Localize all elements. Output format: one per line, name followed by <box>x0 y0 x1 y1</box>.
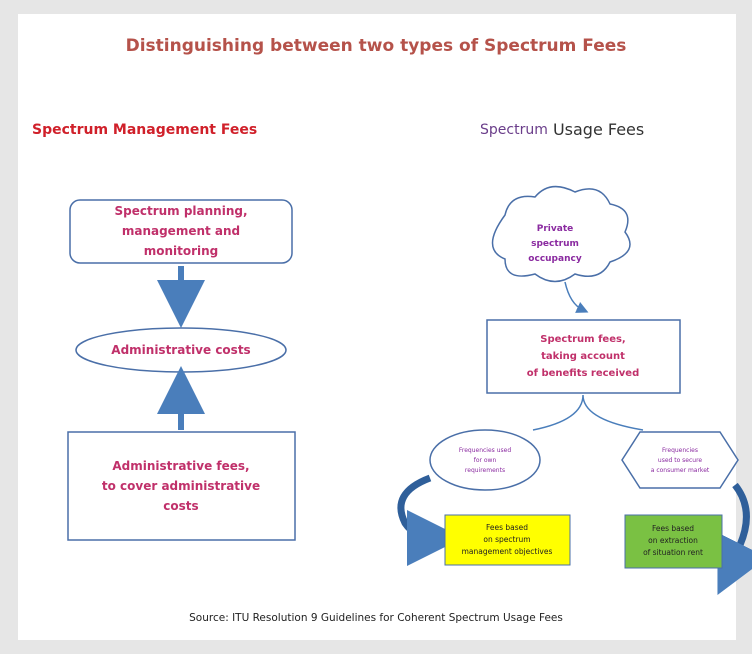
arrow <box>717 482 752 596</box>
label-line: requirements <box>465 467 505 474</box>
label-line: management and <box>122 224 240 238</box>
node-ellipse <box>429 429 541 491</box>
label-line: taking account <box>541 351 625 362</box>
node-label: Fees based on extraction of situation rent <box>643 524 703 557</box>
label-line: to cover administrative <box>102 479 260 493</box>
node-hexagon <box>621 431 739 489</box>
right-heading: Spectrum Usage Fees <box>480 120 644 139</box>
node-label: Frequencies used for own requirements <box>459 447 511 474</box>
label-line: Spectrum fees, <box>540 334 625 345</box>
label-line: Frequencies used <box>459 447 511 454</box>
node-box <box>624 514 723 569</box>
label-line: on extraction <box>648 536 698 545</box>
source: Source: ITU Resolution 9 Guidelines for … <box>189 612 563 624</box>
label-line: monitoring <box>144 244 219 258</box>
label-line: Fees based <box>652 524 694 533</box>
heading-part: Usage Fees <box>553 120 644 139</box>
label-line: costs <box>163 499 198 513</box>
node-label: Administrative costs <box>111 343 250 357</box>
label-line: for own <box>474 457 497 464</box>
label-line: used to secure <box>658 457 703 464</box>
node-box <box>67 431 296 541</box>
title: Distinguishing between two types of Spec… <box>126 36 627 56</box>
node-label: Administrative fees, to cover administrat… <box>102 459 260 513</box>
label-line: on spectrum <box>483 535 530 544</box>
arrow <box>397 474 463 566</box>
node-label: Frequencies used to secure a consumer mark… <box>651 447 710 474</box>
arrow <box>564 281 589 313</box>
label-line: Private <box>537 224 573 234</box>
label-line: spectrum <box>531 239 579 249</box>
label-line: of situation rent <box>643 548 703 557</box>
label-line: of benefits received <box>527 368 639 379</box>
node-label: Spectrum fees, taking account of benefits … <box>527 334 639 379</box>
node-label: Spectrum planning, management and monitori… <box>114 204 247 258</box>
label-line: a consumer market <box>651 467 710 474</box>
cloud <box>491 185 631 283</box>
label-line: Fees based <box>486 523 528 532</box>
label-line: Spectrum planning, <box>114 204 247 218</box>
heading-part: Spectrum <box>480 122 548 138</box>
left-heading: Spectrum Management Fees <box>32 122 257 138</box>
label-line: Frequencies <box>662 447 698 454</box>
node-box <box>444 514 571 566</box>
node-box <box>486 319 681 394</box>
label-line: Administrative costs <box>111 343 250 357</box>
connector <box>532 394 644 431</box>
node-box <box>69 199 293 264</box>
label-line: management objectives <box>462 547 553 556</box>
node-label: Private spectrum occupancy <box>528 224 582 264</box>
label-line: occupancy <box>528 254 582 264</box>
node-label: Fees based on spectrum management objectiv… <box>462 523 553 556</box>
label-line: Administrative fees, <box>112 459 249 473</box>
